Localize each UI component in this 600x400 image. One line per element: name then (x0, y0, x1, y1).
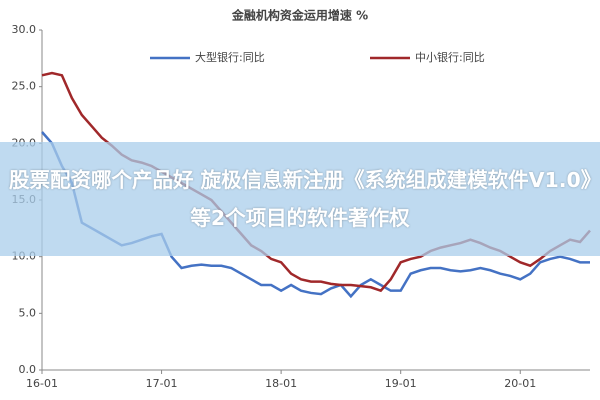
x-tick-label: 20-01 (504, 377, 536, 390)
legend-label: 大型银行:同比 (195, 50, 265, 64)
banner: 股票配资哪个产品好 旋极信息新注册《系统组成建模软件V1.0》等2个项目的软件著… (0, 142, 600, 256)
x-tick-label: 17-01 (146, 377, 178, 390)
y-tick-label: 30.0 (12, 23, 37, 36)
x-tick-label: 19-01 (385, 377, 417, 390)
legend-label: 中小银行:同比 (415, 50, 485, 64)
x-tick-label: 16-01 (26, 377, 58, 390)
x-tick-label: 18-01 (265, 377, 297, 390)
chart-title: 金融机构资金运用增速 % (231, 8, 368, 23)
y-tick-label: 25.0 (12, 80, 37, 93)
y-tick-label: 5.0 (19, 306, 37, 319)
banner-text: 股票配资哪个产品好 旋极信息新注册《系统组成建模软件V1.0》等2个项目的软件著… (8, 168, 592, 230)
y-tick-label: 0.0 (19, 363, 37, 376)
